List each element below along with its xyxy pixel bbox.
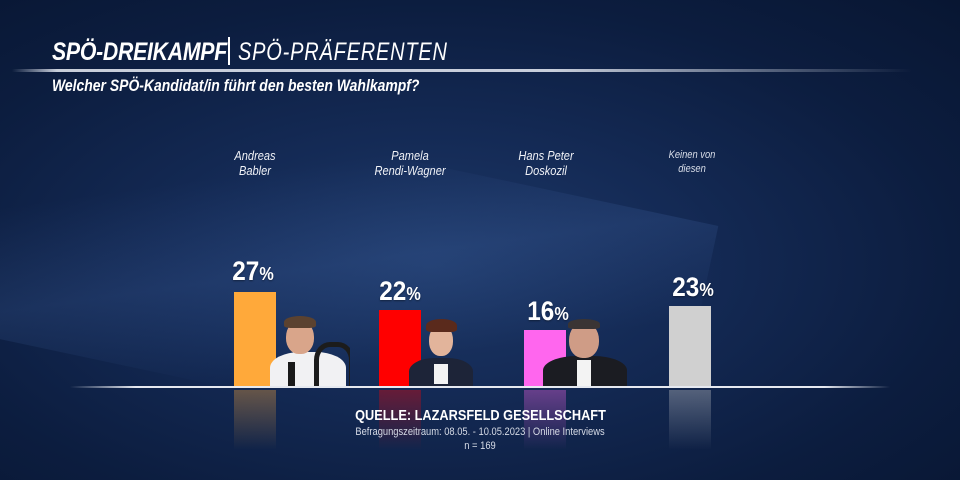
title-divider (227, 37, 230, 65)
label-line1: Keinen von (668, 149, 716, 161)
value-label-doskozil: 16% (512, 296, 584, 327)
candidate-label-doskozil: Hans Peter Doskozil (487, 148, 606, 178)
chart-baseline (70, 386, 890, 388)
candidate-label-none: Keinen von diesen (633, 148, 752, 176)
label-line2: Rendi-Wagner (374, 163, 446, 178)
page-title: SPÖ-DREIKAMPF SPÖ-PRÄFERENTEN (52, 36, 500, 68)
value-label-rendi-wagner: 22% (364, 276, 436, 307)
value-label-none: 23% (657, 272, 729, 303)
source-block: QUELLE: LAZARSFELD GESELLSCHAFT Befragun… (0, 407, 960, 453)
unit: % (406, 284, 421, 304)
tie-shape (288, 362, 295, 387)
label-line2: Babler (239, 163, 271, 178)
value: 22 (379, 276, 407, 306)
value: 16 (527, 296, 555, 326)
unit: % (554, 304, 569, 324)
candidate-label-rendi-wagner: Pamela Rendi-Wagner (351, 148, 470, 178)
label-line1: Pamela (391, 148, 429, 163)
bar-none (669, 306, 711, 387)
label-line1: Hans Peter (518, 148, 574, 163)
bar-reflection (234, 390, 276, 450)
label-line2: diesen (678, 163, 706, 175)
value: 27 (232, 256, 260, 286)
unit: % (259, 264, 274, 284)
unit: % (699, 280, 714, 300)
bar-reflection (669, 390, 711, 450)
label-line1: Andreas (234, 148, 276, 163)
survey-period: Befragungszeitraum: 08.05. - 10.05.2023 … (355, 426, 605, 438)
label-line2: Doskozil (525, 163, 567, 178)
bar-reflection (524, 390, 566, 450)
pamela-rendi-wagner-photo (405, 316, 477, 387)
value: 23 (672, 272, 700, 302)
andreas-babler-photo (262, 312, 350, 387)
value-label-babler: 27% (217, 256, 289, 287)
bar-reflection (379, 390, 421, 450)
title-main: SPÖ-DREIKAMPF (52, 38, 227, 66)
title-sub: SPÖ-PRÄFERENTEN (237, 38, 448, 66)
sample-size: n = 169 (464, 440, 496, 452)
survey-question: Welcher SPÖ-Kandidat/in führt den besten… (52, 76, 420, 95)
hans-peter-doskozil-photo (541, 318, 629, 387)
header-rule (12, 69, 912, 72)
source-title: QUELLE: LAZARSFELD GESELLSCHAFT (354, 407, 606, 424)
candidate-label-babler: Andreas Babler (196, 148, 315, 178)
bar-babler (234, 292, 276, 387)
